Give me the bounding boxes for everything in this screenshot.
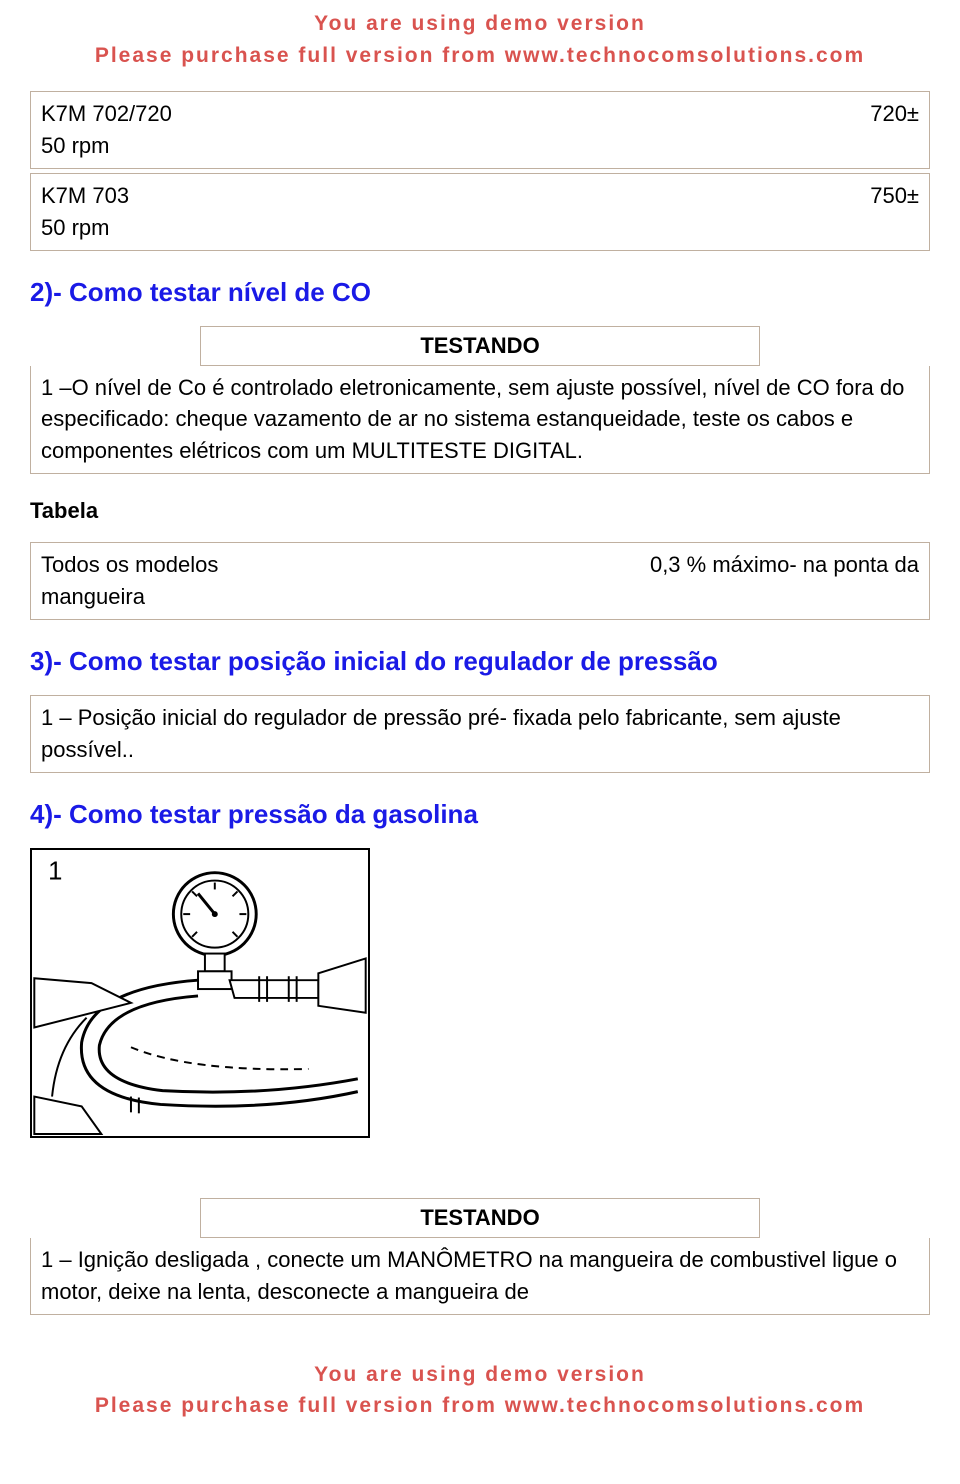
- section2-testando-header: TESTANDO: [200, 326, 760, 366]
- gauge-diagram-figure: 1: [30, 848, 370, 1138]
- figure-number: 1: [48, 857, 62, 885]
- section4-heading: 4)- Como testar pressão da gasolina: [30, 799, 930, 830]
- demo-line2: Please purchase full version from www.te…: [30, 40, 930, 72]
- section3-body: 1 – Posição inicial do regulador de pres…: [30, 695, 930, 773]
- section2-body: 1 –O nível de Co é controlado eletronica…: [30, 366, 930, 475]
- demo-line2-bottom: Please purchase full version from www.te…: [30, 1390, 930, 1422]
- spec-row-1-left-line2: 50 rpm: [41, 130, 919, 162]
- demo-banner-top: You are using demo version Please purcha…: [30, 0, 930, 87]
- spec-row-2-left-line1: K7M 703: [41, 180, 129, 212]
- gauge-diagram-svg: 1: [32, 850, 368, 1136]
- spec-row-2-left-line2: 50 rpm: [41, 212, 919, 244]
- tabela-left-line1: Todos os modelos: [41, 549, 218, 581]
- demo-line1: You are using demo version: [30, 8, 930, 40]
- tabela-row: Todos os modelos 0,3 % máximo- na ponta …: [30, 542, 930, 620]
- section4-testando-header: TESTANDO: [200, 1198, 760, 1238]
- demo-banner-bottom: You are using demo version Please purcha…: [30, 1319, 930, 1432]
- tabela-left-line2: mangueira: [41, 581, 919, 613]
- spec-row-2-right: 750±: [870, 180, 919, 212]
- demo-line1-bottom: You are using demo version: [30, 1359, 930, 1391]
- spec-row-1: K7M 702/720 720± 50 rpm: [30, 91, 930, 169]
- tabela-label: Tabela: [30, 498, 930, 524]
- section4-body: 1 – Ignição desligada , conecte um MANÔM…: [30, 1238, 930, 1315]
- tabela-right: 0,3 % máximo- na ponta da: [650, 549, 919, 581]
- section2-heading: 2)- Como testar nível de CO: [30, 277, 930, 308]
- spec-row-2: K7M 703 750± 50 rpm: [30, 173, 930, 251]
- spec-row-1-right: 720±: [870, 98, 919, 130]
- spec-row-1-left-line1: K7M 702/720: [41, 98, 172, 130]
- section3-heading: 3)- Como testar posição inicial do regul…: [30, 646, 930, 677]
